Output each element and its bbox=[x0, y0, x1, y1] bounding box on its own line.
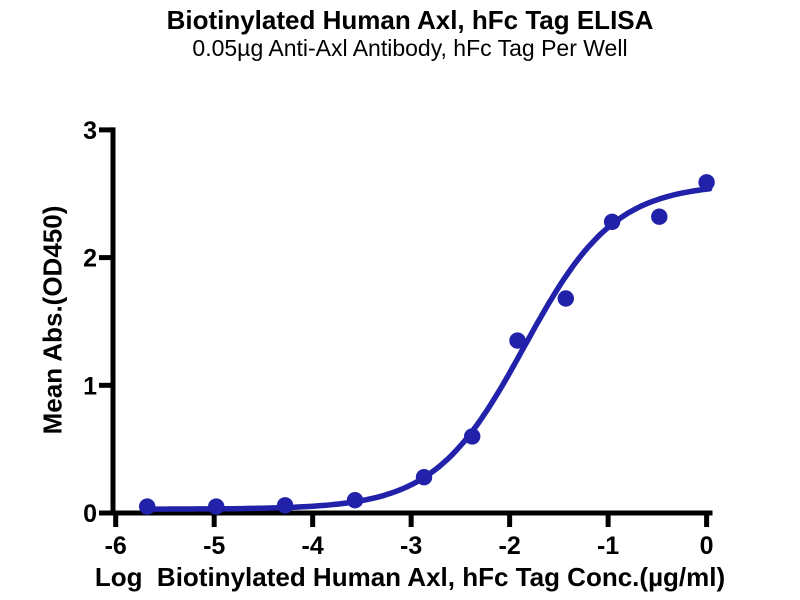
data-point bbox=[698, 174, 715, 191]
data-point bbox=[464, 428, 481, 445]
data-point bbox=[208, 498, 225, 515]
data-point bbox=[415, 469, 433, 486]
x-axis-title: Log Biotinylated Human Axl, hFc Tag Conc… bbox=[94, 562, 726, 592]
y-tick-label: 3 bbox=[83, 117, 97, 145]
data-point bbox=[557, 290, 574, 307]
x-tick-label: 0 bbox=[700, 532, 714, 560]
chart-title: Biotinylated Human Axl, hFc Tag ELISA bbox=[166, 5, 654, 35]
data-point bbox=[139, 498, 156, 515]
x-tick-label: -2 bbox=[499, 532, 521, 560]
x-tick-label: -4 bbox=[302, 532, 324, 560]
data-point bbox=[346, 492, 364, 509]
fit-curve bbox=[142, 186, 713, 512]
data-point bbox=[276, 497, 294, 514]
chart-subtitle: 0.05µg Anti-Axl Antibody, hFc Tag Per We… bbox=[192, 35, 628, 61]
y-tick-label: 1 bbox=[83, 372, 97, 400]
data-point bbox=[651, 208, 668, 225]
x-tick-label: -1 bbox=[597, 532, 619, 560]
y-tick-label: 0 bbox=[83, 500, 97, 528]
y-tick-label: 2 bbox=[83, 245, 97, 273]
data-point bbox=[603, 213, 621, 230]
x-tick-label: -3 bbox=[400, 532, 422, 560]
x-tick-label: -6 bbox=[105, 532, 127, 560]
x-tick-label: -5 bbox=[203, 532, 225, 560]
data-point bbox=[509, 332, 526, 349]
